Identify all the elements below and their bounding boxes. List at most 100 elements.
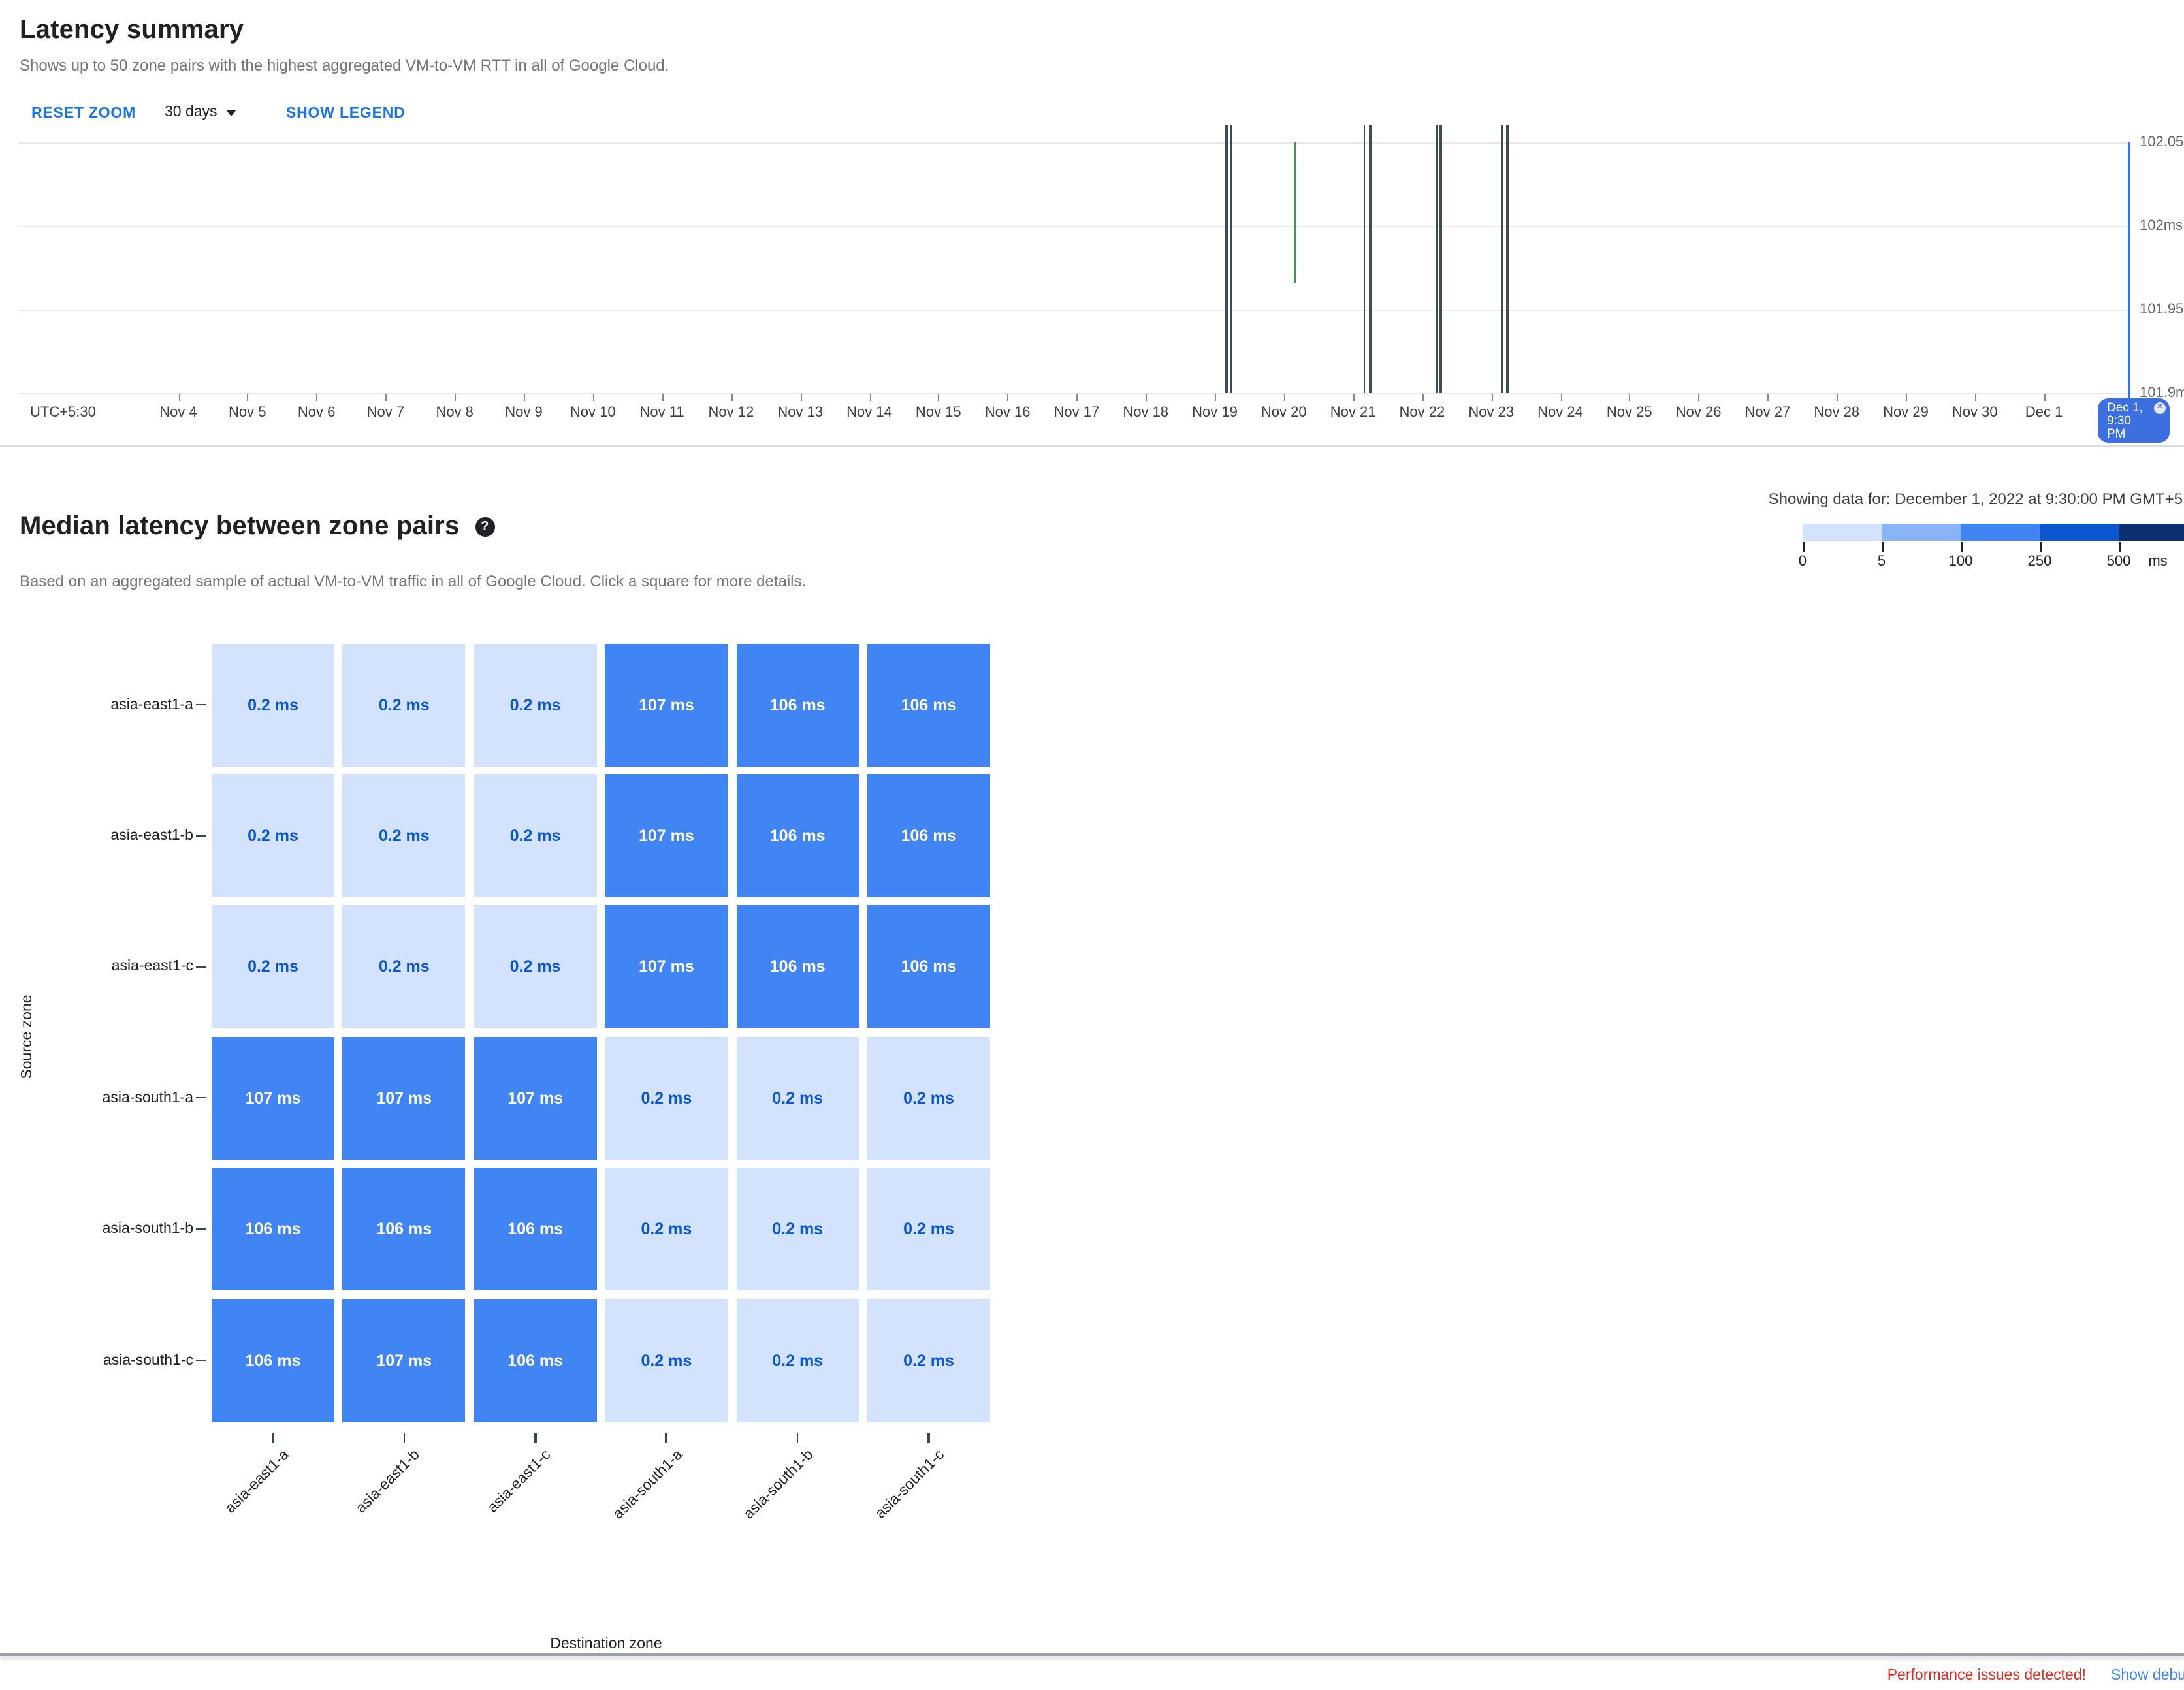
heatmap-cell[interactable]: 0.2 ms — [212, 905, 334, 1028]
heatmap-cell[interactable]: 107 ms — [212, 1036, 334, 1160]
heatmap-cell[interactable]: 106 ms — [212, 1168, 334, 1291]
x-axis-label: Nov 28 — [1814, 405, 1860, 421]
x-axis-tick — [1629, 394, 1631, 401]
column-axis-tick — [534, 1433, 537, 1443]
heatmap-cell[interactable]: 0.2 ms — [342, 905, 466, 1028]
heatmap-cell[interactable]: 106 ms — [342, 1168, 466, 1291]
legend-tick — [1803, 542, 1805, 552]
heatmap-cell[interactable]: 106 ms — [474, 1299, 597, 1422]
y-axis-label: 102ms — [2140, 218, 2183, 234]
heatmap-cell[interactable]: 0.2 ms — [212, 643, 334, 766]
x-axis-label: Nov 19 — [1192, 405, 1238, 421]
x-axis-label: Nov 26 — [1675, 405, 1722, 421]
row-axis-tick — [196, 835, 206, 837]
heatmap-cell[interactable]: 107 ms — [474, 1036, 597, 1160]
reset-zoom-button[interactable]: RESET ZOOM — [31, 106, 136, 121]
heatmap-cell[interactable]: 0.2 ms — [736, 1036, 859, 1160]
show-debug-link[interactable]: Show debug p — [2111, 1668, 2184, 1683]
column-axis-tick — [665, 1433, 667, 1443]
row-label: asia-south1-a — [102, 1090, 193, 1106]
heatmap-cell[interactable]: 0.2 ms — [474, 774, 597, 897]
heatmap-cell[interactable]: 107 ms — [605, 774, 728, 897]
column-label: asia-east1-a — [222, 1447, 292, 1517]
y-axis-label: 102.05ms — [2140, 135, 2184, 150]
heatmap-cell[interactable]: 0.2 ms — [605, 1299, 728, 1422]
gridline — [18, 142, 2129, 144]
heatmap-cell[interactable]: 0.2 ms — [736, 1168, 859, 1291]
x-axis-tick — [524, 394, 525, 401]
x-axis-label: Nov 22 — [1399, 405, 1445, 421]
heatmap-cell[interactable]: 107 ms — [605, 905, 728, 1028]
heatmap-cell[interactable]: 106 ms — [867, 905, 990, 1028]
column-label: asia-south1-a — [609, 1447, 686, 1523]
heatmap-cell[interactable]: 106 ms — [736, 905, 859, 1028]
latency-summary-title: Latency summary — [20, 16, 244, 44]
heatmap-cell[interactable]: 0.2 ms — [342, 643, 466, 766]
row-axis-tick — [196, 703, 206, 706]
x-axis-tick — [1698, 394, 1700, 401]
time-range-dropdown[interactable]: 30 days — [165, 104, 237, 120]
heatmap-cell[interactable]: 0.2 ms — [867, 1036, 990, 1160]
heatmap-cell[interactable]: 106 ms — [736, 774, 859, 897]
tooltip-close-icon[interactable]: ✕ — [2154, 402, 2166, 414]
x-axis-label: Nov 15 — [915, 405, 961, 421]
x-axis-timezone-label: UTC+5:30 — [30, 405, 96, 421]
x-axis-label: Nov 30 — [1951, 405, 1998, 421]
x-axis-tick — [592, 394, 594, 401]
legend-color-segment — [1961, 524, 2040, 541]
latency-timeseries-chart[interactable]: 102.05ms102ms101.95ms101.9msUTC+5:30Nov … — [0, 0, 2184, 451]
x-axis-tick — [1283, 394, 1285, 401]
column-label: asia-south1-b — [741, 1447, 817, 1523]
x-axis-tick — [1767, 394, 1769, 401]
tooltip-ampm: PM — [2107, 427, 2126, 441]
heatmap-cell[interactable]: 107 ms — [342, 1299, 466, 1422]
performance-warning: Performance issues detected! — [1887, 1668, 2086, 1683]
footer-divider — [0, 1653, 2184, 1656]
heatmap-cell[interactable]: 106 ms — [474, 1168, 597, 1291]
gridline — [18, 310, 2129, 311]
heatmap-cell[interactable]: 0.2 ms — [474, 905, 597, 1028]
x-axis-tick — [1906, 394, 1907, 401]
row-axis-tick — [196, 1228, 206, 1230]
heatmap-cell[interactable]: 0.2 ms — [474, 643, 597, 766]
heatmap-cell[interactable]: 0.2 ms — [605, 1168, 728, 1291]
event-line-incident — [1439, 125, 1442, 393]
row-axis-tick — [196, 966, 206, 968]
tooltip-time: 9:30 — [2107, 414, 2131, 428]
heatmap-cell[interactable]: 107 ms — [605, 643, 728, 766]
heatmap-cell[interactable]: 0.2 ms — [867, 1299, 990, 1422]
column-label: asia-east1-b — [353, 1447, 423, 1517]
x-axis-label: Nov 5 — [229, 405, 266, 421]
heatmap-cell[interactable]: 107 ms — [342, 1036, 466, 1160]
x-axis-label: Nov 25 — [1606, 405, 1652, 421]
help-icon[interactable]: ? — [475, 517, 495, 537]
heatmap-cell[interactable]: 0.2 ms — [212, 774, 334, 897]
x-axis-tick — [385, 394, 387, 401]
x-axis-tick — [1422, 394, 1424, 401]
tooltip-date: Dec 1, — [2107, 401, 2143, 415]
heatmap-cell[interactable]: 106 ms — [212, 1299, 334, 1422]
x-axis-label: Nov 24 — [1537, 405, 1583, 421]
x-axis-label: Dec 1 — [2025, 405, 2063, 421]
event-line-incident — [1369, 125, 1372, 393]
heatmap-cell[interactable]: 106 ms — [867, 774, 990, 897]
heatmap-cell[interactable]: 0.2 ms — [342, 774, 466, 897]
column-axis-tick — [272, 1433, 274, 1443]
heatmap-cell[interactable]: 0.2 ms — [605, 1036, 728, 1160]
heatmap-cell[interactable]: 106 ms — [867, 643, 990, 766]
heatmap-cell[interactable]: 106 ms — [736, 643, 859, 766]
x-axis-label: Nov 4 — [159, 405, 197, 421]
column-label: asia-east1-c — [485, 1447, 554, 1516]
x-axis-label: Nov 23 — [1468, 405, 1515, 421]
heatmap-cell[interactable]: 0.2 ms — [867, 1168, 990, 1291]
x-axis-tick — [1007, 394, 1009, 401]
x-axis-label: Nov 6 — [297, 405, 336, 421]
time-selection-line[interactable] — [2127, 142, 2131, 398]
x-axis-tick — [1560, 394, 1562, 401]
column-axis-tick — [796, 1433, 799, 1443]
heatmap-cell[interactable]: 0.2 ms — [736, 1299, 859, 1422]
x-axis-label: Nov 16 — [984, 405, 1031, 421]
legend-color-segment — [1882, 524, 1961, 541]
x-axis-tick — [1974, 394, 1976, 401]
show-legend-button[interactable]: SHOW LEGEND — [286, 106, 406, 121]
